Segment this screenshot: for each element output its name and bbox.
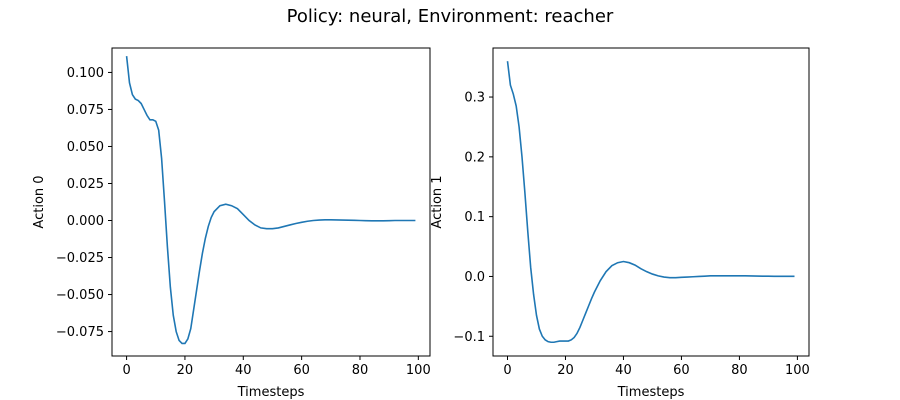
x-tick-label: 60 (673, 363, 690, 378)
y-tick-label: 0.3 (464, 91, 485, 106)
y-tick-label: −0.075 (56, 325, 104, 340)
y-tick-label: −0.050 (56, 288, 104, 303)
x-tick-label: 60 (293, 363, 310, 378)
x-tick-label: 0 (503, 363, 511, 378)
x-tick-label: 100 (406, 363, 431, 378)
axes-frame (111, 47, 431, 357)
series-line (506, 61, 795, 344)
x-tick-label: 80 (352, 363, 369, 378)
y-tick-label: 0.1 (464, 210, 485, 225)
x-tick-label: 80 (731, 363, 748, 378)
x-tick-label: 20 (557, 363, 574, 378)
axes-frame (492, 47, 810, 357)
x-tick-label: 20 (177, 363, 194, 378)
y-tick-label: −0.025 (56, 251, 104, 266)
y-tick-label: 0.0 (464, 270, 485, 285)
y-axis-label: Action 1 (430, 175, 445, 228)
y-axis-label: Action 0 (32, 175, 47, 228)
x-axis-label: Timesteps (237, 385, 305, 400)
x-tick-label: 40 (615, 363, 632, 378)
subplot-action-0: 0 20 40 60 80 100 0.100 0.075 0.050 0.025 0.000 −0.… (32, 47, 431, 400)
y-tick-label: 0.050 (67, 140, 104, 155)
y-tick-label: 0.100 (67, 66, 104, 81)
x-tick-label: 0 (122, 363, 130, 378)
y-tick-label: 0.2 (464, 150, 485, 165)
series-line (125, 56, 416, 345)
subplot-action-1: 0 20 40 60 80 100 0.3 0.2 0.1 0.0 −0.1 Timesteps Act… (430, 47, 810, 400)
y-tick-label: 0.025 (67, 177, 104, 192)
x-tick-label: 40 (235, 363, 252, 378)
figure-title: Policy: neural, Environment: reacher (286, 6, 614, 27)
y-tick-label: 0.000 (67, 214, 104, 229)
x-tick-label: 100 (785, 363, 810, 378)
x-axis-label: Timesteps (617, 385, 685, 400)
y-tick-label: −0.1 (453, 330, 485, 345)
y-tick-label: 0.075 (67, 103, 104, 118)
